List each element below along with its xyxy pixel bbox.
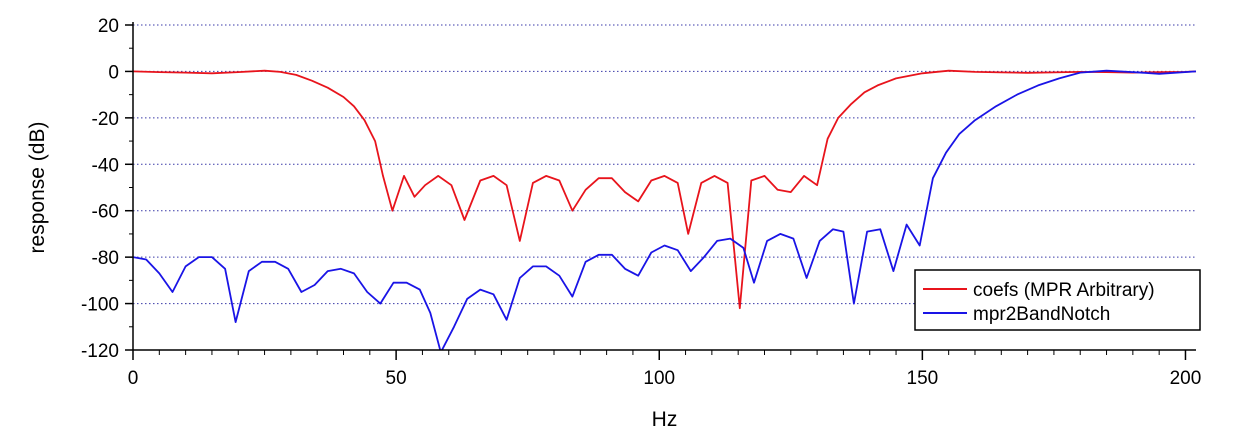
x-tick-label-0: 0 [128, 368, 139, 389]
y-tick-label-3: -40 [92, 155, 119, 176]
x-axis-label: Hz [652, 408, 678, 431]
x-tick-label-4: 200 [1170, 368, 1202, 389]
series-line-1 [133, 69, 1197, 350]
x-tick-label-1: 50 [386, 368, 407, 389]
legend-box [914, 269, 1201, 331]
series-layer [133, 69, 1197, 350]
legend-label-coefs: coefs (MPR Arbitrary) [973, 280, 1155, 301]
y-tick-label-7: -120 [81, 341, 119, 362]
x-tick-label-3: 150 [907, 368, 939, 389]
y-tick-label-5: -80 [92, 248, 119, 269]
legend-label-mpr2bandnotch: mpr2BandNotch [973, 304, 1110, 325]
series-line-0 [133, 69, 1197, 310]
y-tick-label-1: 0 [108, 62, 119, 83]
x-tick-label-2: 100 [643, 368, 675, 389]
y-tick-label-0: 20 [98, 16, 119, 37]
axes [132, 22, 1196, 351]
y-axis-label: response (dB) [26, 122, 49, 254]
y-tick-label-2: -20 [92, 109, 119, 130]
grid-lines [133, 24, 1196, 305]
y-tick-label-4: -60 [92, 202, 119, 223]
legend: coefs (MPR Arbitrary) mpr2BandNotch [914, 269, 1201, 331]
y-tick-label-6: -100 [81, 295, 119, 316]
